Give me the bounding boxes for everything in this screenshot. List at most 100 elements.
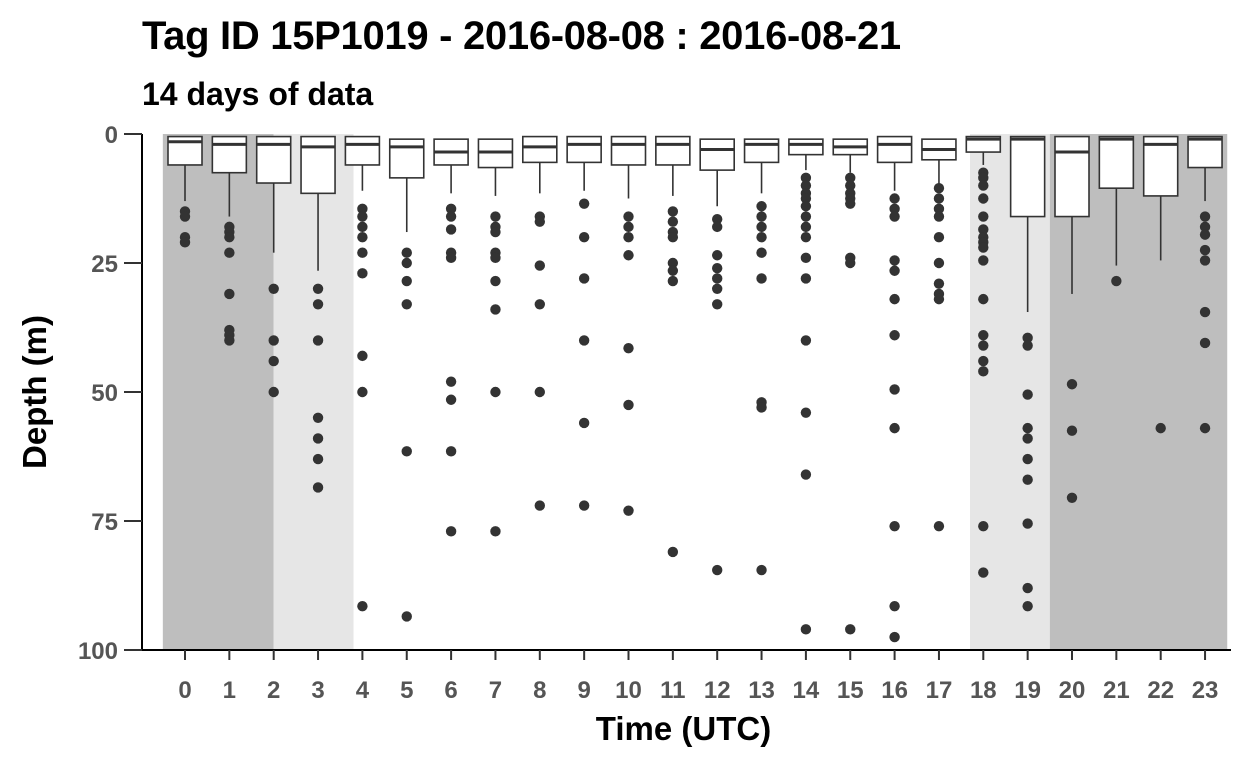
x-tick-label: 13: [748, 677, 775, 704]
outlier-point: [224, 232, 235, 243]
outlier-point: [978, 355, 989, 367]
outlier-point: [490, 226, 501, 238]
outlier-point: [889, 265, 900, 276]
x-tick-label: 16: [881, 677, 908, 704]
box: [1187, 135, 1223, 169]
chart-title: Tag ID 15P1019 - 2016-08-08 : 2016-08-21: [142, 14, 901, 58]
outlier-point: [268, 283, 279, 294]
outlier-point: [1022, 340, 1033, 351]
box-hour-5: [388, 138, 425, 622]
x-tick-label: 12: [704, 677, 731, 704]
outlier-point: [179, 237, 191, 248]
x-axis-title: Time (UTC): [596, 710, 771, 747]
y-tick-label: 75: [91, 509, 118, 536]
outlier-point: [534, 500, 545, 511]
outlier-point: [224, 335, 235, 346]
outlier-point: [978, 340, 989, 351]
outlier-point: [1066, 379, 1078, 390]
outlier-point: [401, 247, 412, 258]
box: [1098, 135, 1135, 189]
box-hour-15: [832, 138, 869, 635]
outlier-point: [800, 172, 812, 184]
outlier-point: [978, 520, 989, 532]
outlier-point: [1022, 389, 1033, 400]
band-night: [162, 134, 274, 650]
outlier-point: [889, 600, 900, 612]
outlier-point: [712, 283, 723, 294]
outlier-point: [933, 211, 945, 222]
x-tick-label: 10: [615, 677, 642, 704]
outlier-point: [578, 273, 590, 284]
outlier-point: [1022, 600, 1033, 612]
outlier-point: [933, 232, 945, 243]
x-tick-label: 21: [1103, 677, 1130, 704]
outlier-point: [756, 402, 767, 413]
outlier-point: [534, 386, 545, 398]
outlier-point: [1022, 433, 1033, 444]
outlier-point: [578, 335, 590, 346]
box: [1054, 135, 1090, 218]
outlier-point: [1199, 422, 1211, 434]
outlier-point: [490, 386, 501, 398]
box-hour-1: [211, 135, 248, 346]
box: [699, 138, 736, 171]
y-axis-title: Depth (m): [16, 315, 53, 469]
box: [1009, 135, 1046, 218]
x-tick-label: 3: [311, 677, 324, 704]
outlier-point: [978, 366, 989, 377]
outlier-point: [445, 252, 457, 264]
outlier-point: [889, 422, 900, 434]
x-tick-label: 1: [223, 677, 236, 704]
box: [743, 138, 780, 164]
x-tick-label: 20: [1059, 677, 1086, 704]
box: [566, 135, 602, 164]
box: [655, 135, 691, 166]
outlier-point: [800, 273, 812, 284]
outlier-point: [1199, 221, 1211, 233]
outlier-point: [578, 198, 590, 209]
x-tick-label: 19: [1014, 677, 1041, 704]
outlier-point: [933, 193, 945, 204]
outlier-point: [978, 193, 989, 204]
outlier-point: [312, 433, 324, 444]
outlier-point: [445, 224, 457, 235]
outlier-point: [401, 299, 412, 310]
outlier-point: [401, 446, 412, 457]
outlier-point: [712, 564, 723, 576]
x-tick-label: 15: [837, 677, 864, 704]
band-twilight: [273, 134, 354, 650]
box-hour-22: [1142, 135, 1179, 434]
outlier-point: [800, 193, 812, 204]
outlier-point: [889, 211, 900, 222]
box-hour-0: [167, 135, 203, 248]
outlier-point: [845, 172, 856, 184]
outlier-point: [933, 520, 945, 532]
outlier-point: [667, 232, 679, 243]
box: [211, 135, 248, 174]
outlier-point: [268, 355, 279, 367]
box-hour-3: [300, 135, 336, 493]
outlier-point: [357, 221, 368, 233]
outlier-point: [889, 293, 900, 305]
outlier-point: [800, 335, 812, 346]
outlier-point: [800, 252, 812, 264]
outlier-point: [623, 505, 634, 516]
outlier-point: [712, 221, 723, 233]
outlier-point: [224, 288, 235, 300]
outlier-point: [312, 283, 324, 294]
box: [1142, 135, 1179, 197]
outlier-point: [1022, 582, 1033, 594]
box: [876, 135, 913, 164]
outlier-point: [800, 201, 812, 212]
outlier-point: [978, 242, 989, 253]
y-tick-label: 0: [105, 122, 118, 149]
box-hour-6: [433, 138, 469, 537]
outlier-point: [845, 180, 856, 191]
outlier-point: [933, 278, 945, 289]
outlier-point: [1022, 518, 1033, 529]
outlier-point: [623, 342, 634, 354]
box-hour-12: [699, 138, 736, 576]
outlier-point: [800, 180, 812, 191]
outlier-point: [1199, 211, 1211, 222]
outlier-point: [800, 624, 812, 635]
